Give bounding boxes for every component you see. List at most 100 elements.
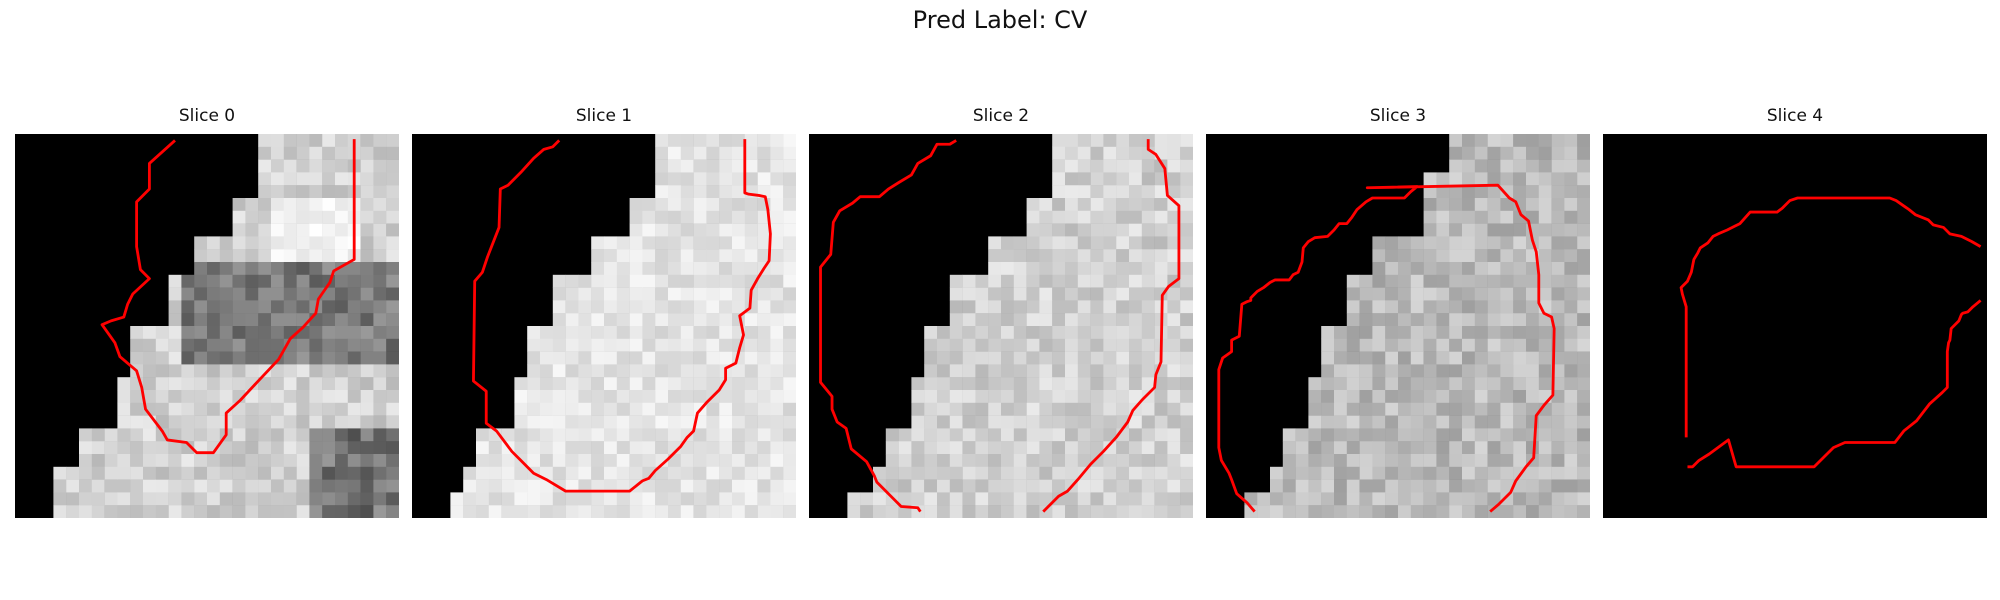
pixel [1001, 428, 1015, 442]
pixel [1551, 262, 1565, 276]
pixel [1346, 415, 1360, 429]
pixel [706, 274, 720, 288]
pixel [1180, 428, 1193, 442]
pixel [655, 326, 669, 340]
pixel [1474, 185, 1488, 199]
slice-pixels-1 [412, 134, 796, 518]
pixel [155, 364, 169, 378]
pixel [578, 390, 592, 404]
pixel [360, 223, 374, 237]
pixel [783, 249, 796, 263]
pixel [1385, 479, 1399, 493]
pixel [1077, 377, 1091, 391]
pixel [219, 402, 233, 416]
pixel [744, 390, 758, 404]
pixel [668, 466, 682, 480]
pixel [1346, 326, 1360, 340]
pixel [924, 326, 938, 340]
pixel [937, 351, 951, 365]
pixel [1410, 313, 1424, 327]
pixel [655, 505, 669, 518]
pixel [719, 300, 733, 314]
pixel [1321, 466, 1335, 480]
pixel [1577, 454, 1590, 468]
pixel [1410, 441, 1424, 455]
pixel [1359, 338, 1373, 352]
pixel [655, 223, 669, 237]
pixel [1154, 415, 1168, 429]
pixel [962, 505, 976, 518]
pixel [1334, 364, 1348, 378]
pixel [706, 402, 720, 416]
pixel [1577, 377, 1590, 391]
pixel [1538, 492, 1552, 506]
pixel [207, 364, 221, 378]
pixel [1538, 274, 1552, 288]
pixel [1052, 402, 1066, 416]
pixel [1372, 428, 1386, 442]
pixel [463, 466, 477, 480]
pixel [680, 159, 694, 173]
pixel [616, 390, 630, 404]
pixel [744, 364, 758, 378]
pixel [744, 146, 758, 160]
pixel [744, 454, 758, 468]
pixel [693, 351, 707, 365]
pixel [1551, 159, 1565, 173]
pixel [1410, 402, 1424, 416]
pixel [719, 351, 733, 365]
pixel [1167, 390, 1181, 404]
pixel [706, 198, 720, 212]
pixel [1359, 415, 1373, 429]
pixel [642, 415, 656, 429]
pixel [1500, 262, 1514, 276]
pixel [962, 326, 976, 340]
pixel [937, 466, 951, 480]
pixel [1513, 338, 1527, 352]
pixel [1564, 313, 1578, 327]
pixel [988, 326, 1002, 340]
pixel [668, 338, 682, 352]
pixel [1436, 249, 1450, 263]
pixel [540, 415, 554, 429]
pixel [296, 249, 310, 263]
pixel [616, 262, 630, 276]
pixel [1462, 313, 1476, 327]
pixel [476, 505, 490, 518]
pixel [1385, 390, 1399, 404]
pixel [757, 300, 771, 314]
pixel [642, 505, 656, 518]
pixel [552, 466, 566, 480]
pixel [476, 454, 490, 468]
pixel [1167, 146, 1181, 160]
pixel [386, 287, 399, 301]
pixel [629, 262, 643, 276]
pixel [1141, 351, 1155, 365]
pixel [693, 454, 707, 468]
pixel [1129, 185, 1143, 199]
pixel [271, 198, 285, 212]
pixel [1462, 223, 1476, 237]
pixel [1090, 287, 1104, 301]
pixel [591, 466, 605, 480]
pixel [552, 441, 566, 455]
pixel [770, 287, 784, 301]
pixel [1077, 236, 1091, 250]
pixel [937, 505, 951, 518]
pixel [847, 505, 861, 518]
pixel [296, 223, 310, 237]
pixel [360, 262, 374, 276]
pixel [347, 351, 361, 365]
pixel [1052, 454, 1066, 468]
pixel [1385, 262, 1399, 276]
pixel [130, 415, 144, 429]
pixel [232, 326, 246, 340]
pixel [463, 492, 477, 506]
pixel [1474, 351, 1488, 365]
pixel [591, 300, 605, 314]
pixel [1129, 441, 1143, 455]
pixel [1116, 210, 1130, 224]
pixel [258, 185, 272, 199]
pixel [1564, 441, 1578, 455]
pixel [732, 198, 746, 212]
